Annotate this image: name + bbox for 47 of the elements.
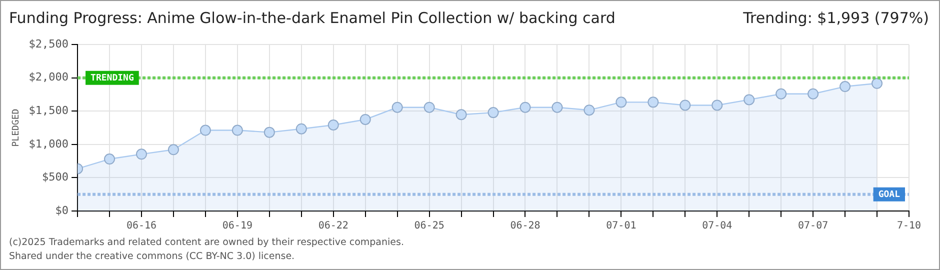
point — [264, 126, 275, 138]
point — [872, 78, 883, 89]
point — [200, 124, 211, 136]
text: (c)2025 Trademarks and related content are owned by their respective companies. — [9, 237, 404, 248]
point — [456, 109, 467, 120]
point — [168, 144, 179, 156]
point — [840, 81, 851, 92]
point — [584, 104, 595, 116]
x-tick-label: 06-19 — [222, 220, 252, 232]
y-tick-label: $2,500 — [28, 37, 69, 50]
y-tick-label: $1,500 — [28, 104, 69, 118]
x-tick-label: 07-04 — [702, 220, 732, 232]
chart-title: Funding Progress: Anime Glow-in-the-dark Enamel Pin Collection w/ backing card — [9, 9, 616, 27]
ref-line-label: TRENDING — [90, 74, 134, 84]
point — [232, 124, 243, 136]
x-tick-label: 06-16 — [126, 220, 157, 232]
point — [104, 154, 116, 165]
y-axis-title: PLEDGED — [12, 108, 22, 147]
x-tick-label: 07-01 — [606, 220, 636, 232]
text: Trending: $1,993 (797%) — [743, 9, 929, 27]
point — [616, 96, 627, 108]
text: Shared under the creative commons (CC BY-NC 3.0) license. — [9, 251, 295, 262]
y-tick-label: $2,000 — [28, 70, 69, 84]
y-tick-label: $0 — [55, 204, 69, 217]
y-tick-label: $500 — [42, 170, 69, 184]
x-tick-label: 06-28 — [510, 220, 540, 232]
point — [552, 102, 563, 113]
point — [776, 88, 787, 100]
point — [712, 100, 723, 111]
point — [680, 100, 691, 111]
point — [328, 120, 339, 131]
point — [136, 148, 147, 160]
x-tick-label: 06-22 — [318, 220, 348, 232]
ref-line-label: GOAL — [878, 190, 901, 200]
point — [392, 102, 403, 113]
point — [648, 96, 659, 108]
point — [488, 107, 499, 118]
x-tick-label: 07-07 — [798, 220, 828, 232]
x-tick-label: 7-10 — [896, 220, 922, 232]
point — [808, 88, 819, 100]
point — [744, 94, 755, 106]
point — [520, 102, 531, 113]
point — [296, 123, 307, 134]
point — [424, 102, 435, 113]
x-tick-label: 06-25 — [414, 220, 444, 232]
point — [360, 114, 371, 125]
y-tick-label: $1,000 — [28, 137, 69, 150]
